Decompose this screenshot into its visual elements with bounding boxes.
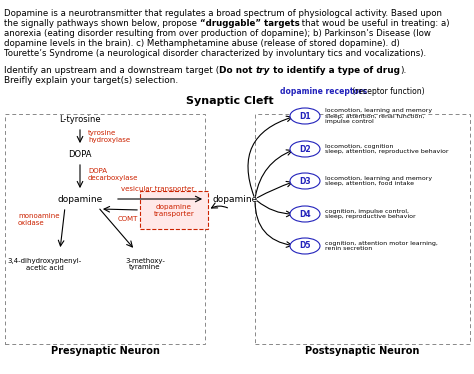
Text: L-tyrosine: L-tyrosine — [59, 114, 101, 123]
Ellipse shape — [290, 206, 320, 222]
Text: locomotion, learning and memory
sleep, attention, renal function,
impulse contro: locomotion, learning and memory sleep, a… — [325, 108, 432, 124]
Text: 3-methoxy-
tyramine: 3-methoxy- tyramine — [125, 258, 165, 270]
Text: dopamine
transporter: dopamine transporter — [154, 203, 194, 217]
Text: the signally pathways shown below, propose: the signally pathways shown below, propo… — [4, 19, 200, 28]
Text: Tourette’s Syndrome (a neurological disorder characterized by involuntary tics a: Tourette’s Syndrome (a neurological diso… — [4, 49, 426, 58]
Bar — [140, 191, 208, 229]
Text: dopamine: dopamine — [212, 194, 258, 203]
Text: “druggable” targets: “druggable” targets — [200, 19, 300, 28]
Text: Synaptic Cleft: Synaptic Cleft — [186, 96, 274, 106]
Text: dopamine: dopamine — [57, 194, 103, 203]
Ellipse shape — [290, 173, 320, 189]
Bar — [255, 114, 470, 344]
Text: tyrosine
hydroxylase: tyrosine hydroxylase — [88, 129, 130, 142]
Text: locomotion, cognition
sleep, attention, reproductive behavior: locomotion, cognition sleep, attention, … — [325, 144, 448, 154]
Text: Dopamine is a neurotransmitter that regulates a broad spectrum of physiologcal a: Dopamine is a neurotransmitter that regu… — [4, 9, 442, 18]
Text: locomotion, learning and memory
sleep, attention, food intake: locomotion, learning and memory sleep, a… — [325, 176, 432, 186]
Text: Breifly explain your target(s) selection.: Breifly explain your target(s) selection… — [4, 76, 178, 85]
Text: cognition, impulse control,
sleep, reproductive behavior: cognition, impulse control, sleep, repro… — [325, 209, 416, 220]
Text: anorexia (eating disorder resulting from over production of dopamine); b) Parkin: anorexia (eating disorder resulting from… — [4, 29, 431, 38]
Text: COMT: COMT — [118, 216, 138, 222]
Text: D3: D3 — [299, 177, 311, 186]
Text: monoamine
oxidase: monoamine oxidase — [18, 212, 60, 226]
Ellipse shape — [290, 108, 320, 124]
Text: to identify a type of drug: to identify a type of drug — [270, 66, 400, 75]
Text: Do not: Do not — [219, 66, 256, 75]
Text: DOPA
decarboxylase: DOPA decarboxylase — [88, 168, 138, 181]
Text: try: try — [256, 66, 270, 75]
Text: D1: D1 — [299, 111, 311, 120]
Text: 3,4-dihydroxyphenyl-
acetic acid: 3,4-dihydroxyphenyl- acetic acid — [8, 258, 82, 270]
Text: D2: D2 — [299, 144, 311, 153]
Text: D4: D4 — [299, 209, 311, 218]
Ellipse shape — [290, 238, 320, 254]
Text: dopamine levels in the brain). c) Methamphetamine abuse (release of stored dopam: dopamine levels in the brain). c) Metham… — [4, 39, 400, 48]
Text: cognition, attention motor learning,
renin secretion: cognition, attention motor learning, ren… — [325, 240, 438, 251]
Text: dopamine receptors: dopamine receptors — [280, 87, 367, 96]
Text: D5: D5 — [299, 242, 311, 251]
Text: that woud be useful in treating: a): that woud be useful in treating: a) — [300, 19, 450, 28]
Bar — [5, 114, 205, 344]
Text: vesicular transporter: vesicular transporter — [121, 186, 194, 192]
Text: Identify an upstream and a downstream target (: Identify an upstream and a downstream ta… — [4, 66, 219, 75]
Text: DOPA: DOPA — [68, 150, 92, 159]
Text: Presynaptic Neuron: Presynaptic Neuron — [51, 346, 159, 356]
Text: ).: ). — [400, 66, 407, 75]
Ellipse shape — [290, 141, 320, 157]
Text: Postsynaptic Neuron: Postsynaptic Neuron — [305, 346, 419, 356]
Text: (receptor function): (receptor function) — [350, 87, 425, 96]
